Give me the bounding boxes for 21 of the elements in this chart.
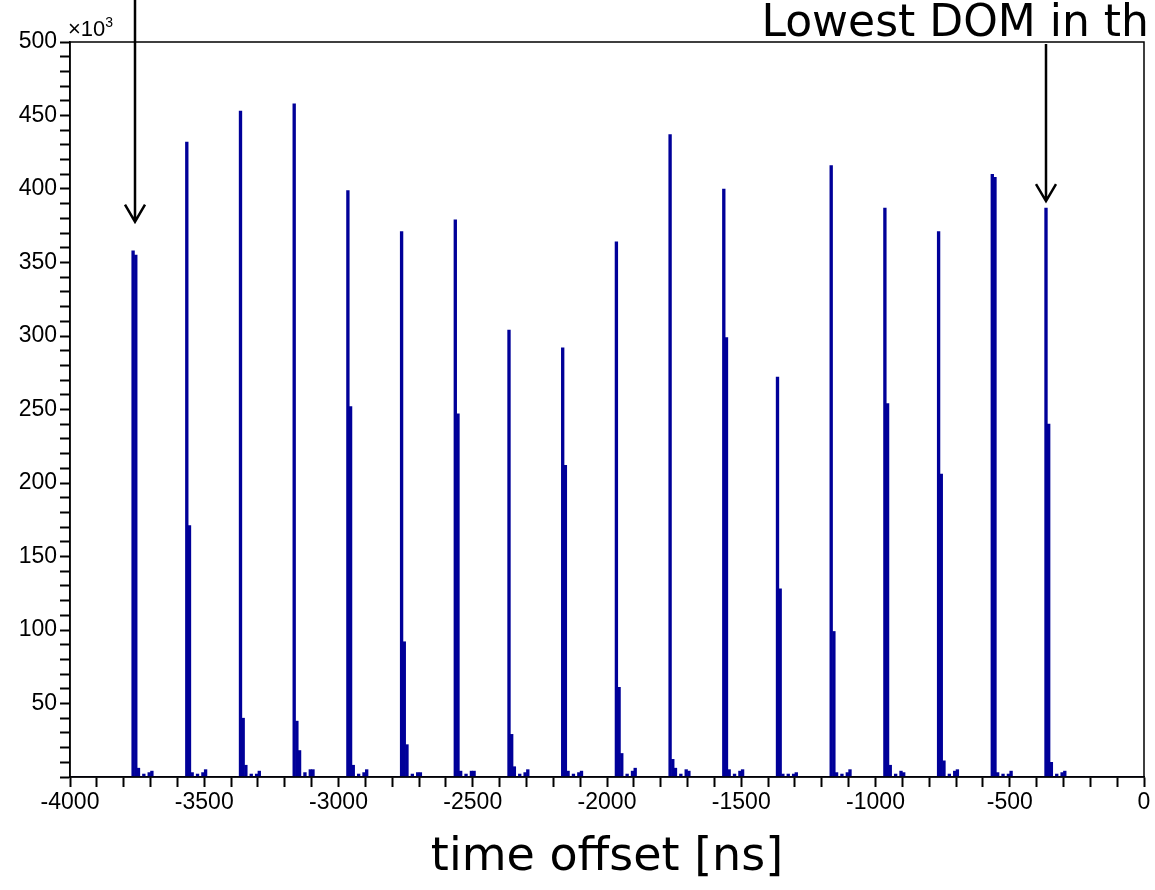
x-tick-label: -4000 xyxy=(40,788,100,815)
x-axis-title: time offset [ns] xyxy=(430,827,784,882)
y-tick-label: 500 xyxy=(18,27,57,54)
x-tick-label: -1000 xyxy=(846,788,905,815)
x-tick-label: -1500 xyxy=(711,788,771,815)
y-tick-label: 200 xyxy=(18,468,57,495)
annotation: Lowest DOM in th xyxy=(761,0,1149,46)
x-tick-label: 0 xyxy=(1137,788,1151,815)
y-tick-label: 100 xyxy=(18,615,57,642)
x-tick-label: -3000 xyxy=(309,788,368,815)
x-tick-label: -2500 xyxy=(443,788,503,815)
x-tick-label: -2000 xyxy=(577,788,637,815)
y-tick-label: 450 xyxy=(18,100,57,127)
y-tick-label: 150 xyxy=(18,541,57,568)
x-tick-label: -500 xyxy=(986,788,1033,815)
y-tick-label: 250 xyxy=(18,394,57,421)
y-tick-label: 350 xyxy=(18,247,57,274)
y-tick-label: 300 xyxy=(18,321,57,348)
y-tick-label: 400 xyxy=(18,174,57,201)
y-tick-label: 50 xyxy=(31,688,57,715)
x-tick-label: -3500 xyxy=(174,788,234,815)
